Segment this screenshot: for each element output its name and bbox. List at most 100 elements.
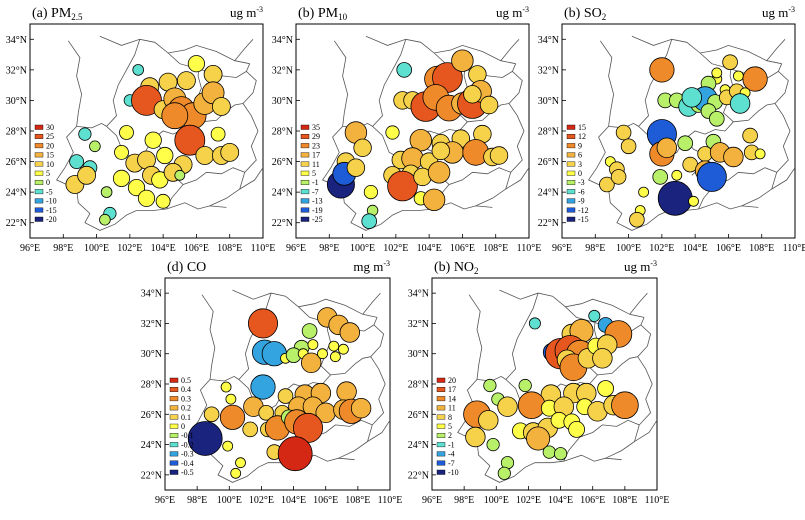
station-marker xyxy=(489,146,509,165)
x-tick-label: 100°E xyxy=(484,495,509,506)
y-tick-label: 22°N xyxy=(141,470,162,481)
station-marker xyxy=(99,213,111,226)
station-marker xyxy=(422,188,446,212)
legend-label: -12 xyxy=(578,206,589,215)
province-boundary-line xyxy=(588,126,759,231)
x-tick-label: 106°E xyxy=(184,243,209,254)
legend-swatch xyxy=(436,405,446,411)
legend-swatch xyxy=(169,423,179,429)
legend-swatch xyxy=(169,396,179,402)
y-tick-label: 28°N xyxy=(141,380,162,391)
province-boundary-line xyxy=(771,63,791,190)
legend-swatch xyxy=(34,161,44,167)
y-tick-label: 26°N xyxy=(538,157,559,168)
legend-swatch xyxy=(436,442,446,448)
station-marker xyxy=(156,146,174,165)
unit-label: ug m-3 xyxy=(624,259,657,274)
province-boundary-line xyxy=(599,40,615,127)
station-marker xyxy=(69,154,84,170)
x-tick-label: 102°E xyxy=(516,495,541,506)
legend-swatch xyxy=(566,133,576,139)
legend-label: -7 xyxy=(312,187,319,196)
legend-label: 0.1 xyxy=(181,413,191,422)
legend-swatch xyxy=(566,170,576,176)
legend-label: -25 xyxy=(312,215,323,224)
legend-swatch xyxy=(34,170,44,176)
x-tick-label: 108°E xyxy=(749,243,774,254)
station-marker xyxy=(277,436,313,472)
station-marker xyxy=(137,189,156,207)
station-marker xyxy=(465,426,486,448)
station-marker xyxy=(709,111,725,127)
station-marker xyxy=(542,445,556,459)
legend-label: -7 xyxy=(448,459,455,468)
legend-swatch xyxy=(169,460,179,466)
x-tick-label: 100°E xyxy=(350,243,375,254)
x-axis-ticks: 96°E 98°E 100°E 102°E 104°E 106°E 108°E 110°E xyxy=(286,234,541,254)
station-marker xyxy=(339,322,361,343)
legend-swatch xyxy=(300,161,310,167)
station-marker xyxy=(588,309,601,322)
station-marker xyxy=(431,141,451,161)
station-marker xyxy=(203,406,220,423)
station-marker xyxy=(599,176,615,193)
y-tick-label: 24°N xyxy=(538,188,559,199)
legend-label: -6 xyxy=(578,187,585,196)
station-marker xyxy=(250,374,276,400)
legend-swatch xyxy=(34,143,44,149)
station-marker xyxy=(230,467,242,479)
station-marker xyxy=(568,420,586,438)
legend-swatch xyxy=(436,432,446,438)
y-tick-label: 30°N xyxy=(6,96,27,107)
y-tick-label: 26°N xyxy=(272,157,293,168)
station-marker xyxy=(688,195,699,207)
legend-swatch xyxy=(34,207,44,213)
panel-co: 0.50.40.30.20.10-0.1-0.2-0.3-0.4-0.5 96°… xyxy=(141,259,403,506)
station-points xyxy=(187,307,372,479)
station-marker xyxy=(242,421,258,438)
station-marker xyxy=(210,126,226,142)
province-boundary-line xyxy=(638,39,776,159)
station-marker xyxy=(225,393,237,405)
x-tick-label: 96°E xyxy=(155,495,175,506)
legend-swatch xyxy=(169,451,179,457)
province-boundary-line xyxy=(468,294,483,380)
station-points xyxy=(463,309,639,480)
y-tick-label: 28°N xyxy=(272,127,293,138)
province-boundary-line xyxy=(322,126,493,231)
legend-label: -0.5 xyxy=(181,468,194,477)
station-marker xyxy=(301,323,318,339)
legend-label: -19 xyxy=(312,206,323,215)
panel-title: (b) NO2 xyxy=(434,260,479,276)
legend-label: 25 xyxy=(46,132,54,141)
province-boundary-line xyxy=(631,35,782,65)
legend-label: -15 xyxy=(46,206,57,215)
x-tick-label: 100°E xyxy=(616,243,641,254)
station-marker xyxy=(611,391,639,419)
station-marker xyxy=(677,135,693,151)
x-tick-label: 108°E xyxy=(217,243,242,254)
x-tick-label: 108°E xyxy=(345,495,370,506)
x-tick-label: 102°E xyxy=(249,495,274,506)
x-tick-label: 102°E xyxy=(117,243,142,254)
legend-label: -15 xyxy=(578,215,589,224)
legend-label: 0.5 xyxy=(181,376,191,385)
station-marker xyxy=(486,438,500,452)
station-points xyxy=(599,54,768,228)
y-tick-label: 30°N xyxy=(141,349,162,360)
station-marker xyxy=(528,317,541,330)
station-marker xyxy=(187,55,205,73)
station-marker xyxy=(526,426,551,451)
y-tick-label: 32°N xyxy=(272,65,293,76)
station-marker xyxy=(681,87,703,108)
y-tick-label: 34°N xyxy=(272,35,293,46)
y-tick-label: 34°N xyxy=(538,35,559,46)
x-tick-label: 98°E xyxy=(585,243,605,254)
legend-label: 35 xyxy=(312,123,320,132)
station-marker xyxy=(696,161,727,192)
y-tick-label: 30°N xyxy=(408,349,429,360)
province-boundary-line xyxy=(238,292,371,412)
station-marker xyxy=(277,388,294,404)
x-tick-label: 108°E xyxy=(612,495,637,506)
